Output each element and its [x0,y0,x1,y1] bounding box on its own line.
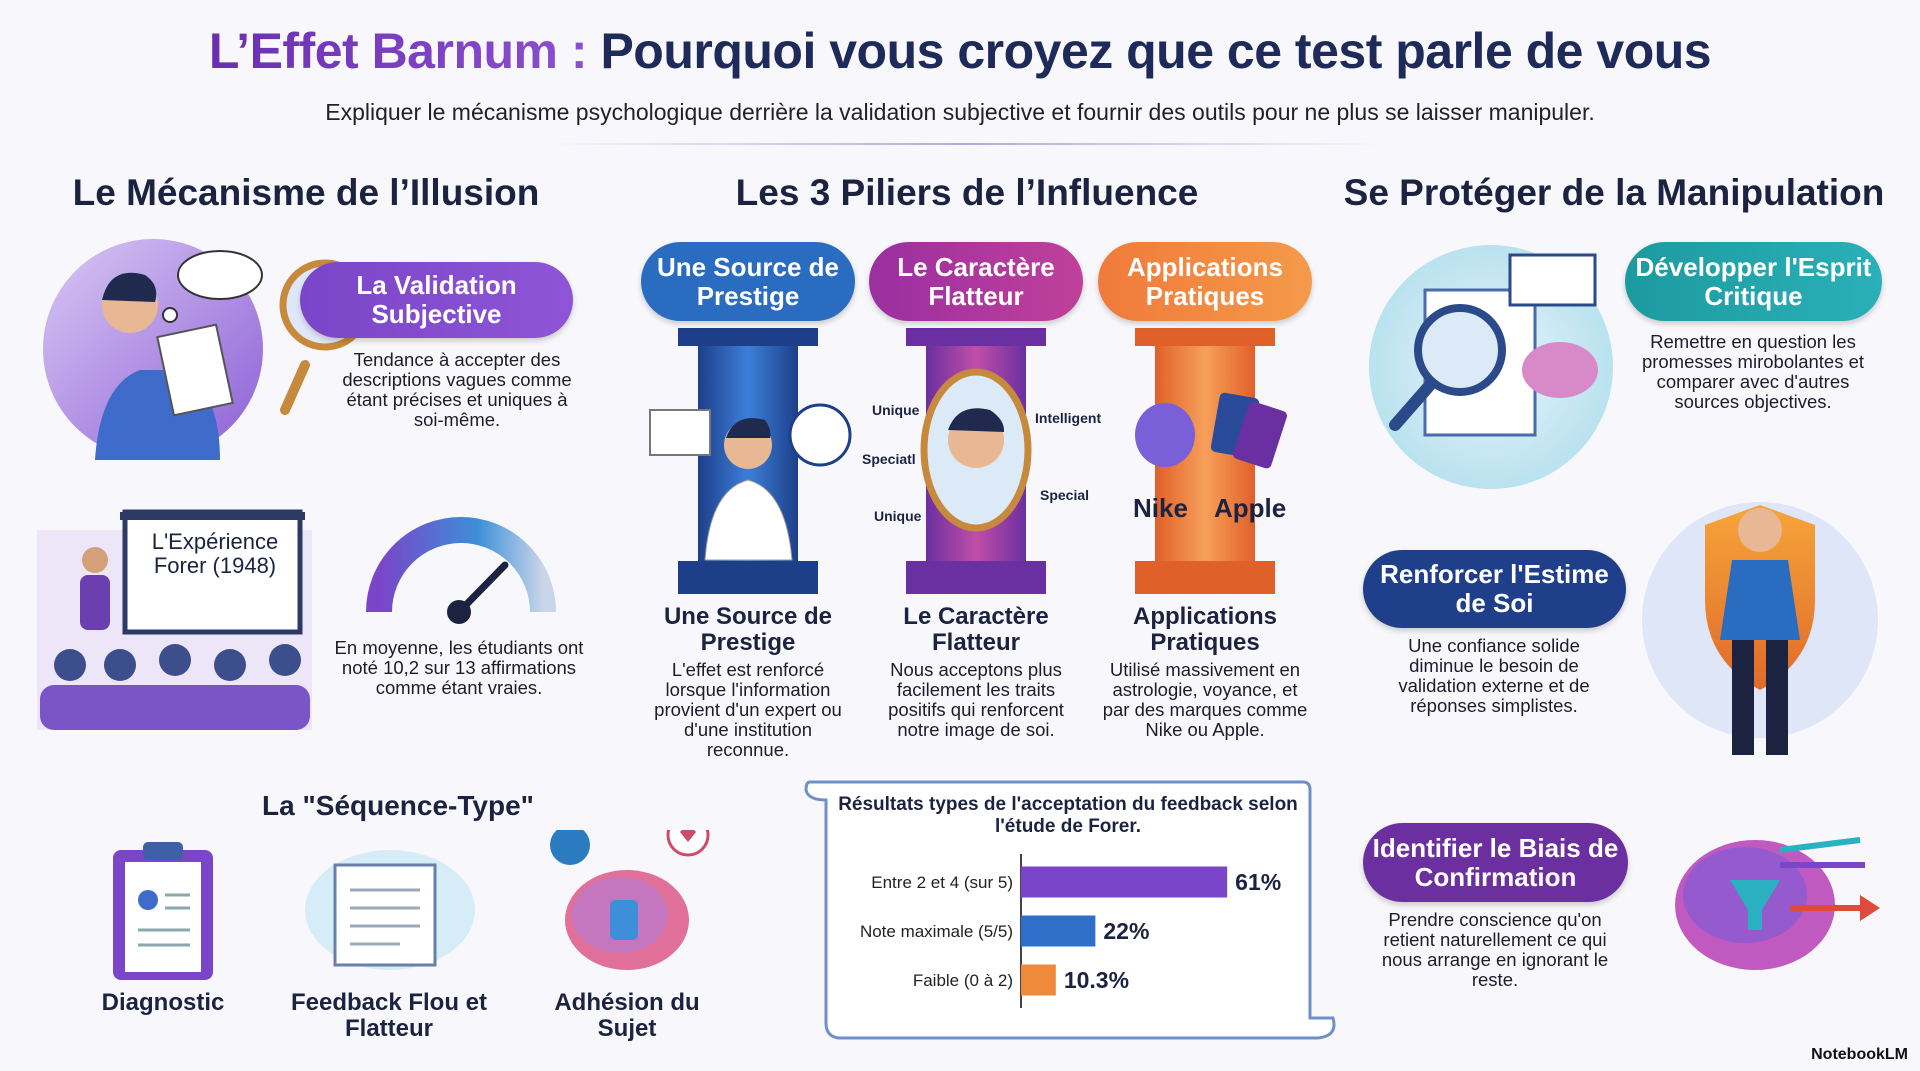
brand-word: Apple [1214,493,1287,523]
bar [1021,866,1228,898]
board-label: L'Expérience Forer (1948) [151,529,279,578]
category-label: Note maximale (5/5) [860,922,1013,941]
strategy-badge: Renforcer l'Estime de Soi [1363,550,1626,628]
subtitle: Expliquer le mécanisme psychologique der… [325,99,1595,125]
trait-word: Speciatl [862,451,916,467]
step-label: Feedback Flou et Flatteur [290,989,488,1042]
bar [1021,915,1096,947]
strategy-text: Prendre conscience qu'on retient naturel… [1381,909,1609,990]
section-heading: Les 3 Piliers de l’Influence [735,172,1199,213]
trait-word: Intelligent [1035,410,1102,426]
sequence-heading: La "Séquence-Type" [262,790,534,821]
trait-word: Unique [872,402,920,418]
step-label: Diagnostic [101,989,225,1016]
trait-word: Special [1040,487,1090,503]
section-heading: Se Protéger de la Manipulation [1343,172,1885,213]
sequence-icons [113,830,710,980]
brand-footer: NotebookLM [1811,1046,1908,1063]
scroll-frame [804,780,1336,1040]
trait-word: Unique [874,508,922,524]
strategy-badge: Identifier le Biais de Confirmation [1363,823,1628,902]
pillar-text: Utilisé massivement en astrologie, voyan… [1102,659,1308,740]
title-lead: L’Effet Barnum : [208,23,588,79]
title-rest: Pourquoi vous croyez que ce test parle d… [600,23,1712,79]
page-title: L’Effet Barnum : Pourquoi vous croyez qu… [0,22,1920,80]
concept-badge: La Validation Subjective [300,262,573,338]
strategy-text: Remettre en question les promesses mirob… [1641,331,1865,412]
value-label: 22% [1103,918,1149,944]
pillar-badge: Le Caractère Flatteur [869,242,1083,321]
value-label: 10.3% [1064,967,1129,993]
chart: Résultats types de l'acceptation du feed… [804,780,1336,1040]
concept-text: Tendance à accepter des descriptions vag… [342,349,572,430]
pillar-title: Le Caractère Flatteur [903,603,1049,656]
bar [1021,964,1056,996]
category-label: Faible (0 à 2) [913,971,1013,990]
chart-title: Résultats types de l'acceptation du feed… [838,794,1298,837]
strategy-text: Une confiance solide diminue le besoin d… [1398,635,1590,716]
pillar-text: Nous acceptons plus facilement les trait… [888,659,1064,740]
value-label: 61% [1235,869,1281,895]
step-label: Adhésion du Sujet [554,989,700,1042]
pillar-title: Applications Pratiques [1132,603,1277,656]
chart-title-box: Résultats types de l'acceptation du feed… [838,794,1298,837]
brand-word: Nike [1133,493,1188,523]
pillar-title: Une Source de Prestige [663,603,833,656]
protection-illustrations [1369,245,1880,970]
section-heading: Le Mécanisme de l’Illusion [72,172,540,213]
stat-text: En moyenne, les étudiants ont noté 10,2 … [334,637,584,698]
mechanism-illustrations [37,239,556,730]
divider [547,143,1387,145]
pillar-badge: Applications Pratiques [1098,242,1312,321]
strategy-badge: Développer l'Esprit Critique [1625,242,1882,321]
category-label: Entre 2 et 4 (sur 5) [871,873,1013,892]
pillar-columns [649,328,1287,594]
pillar-badge: Une Source de Prestige [641,242,855,321]
pillar-text: L'effet est renforcé lorsque l'informati… [654,659,842,760]
